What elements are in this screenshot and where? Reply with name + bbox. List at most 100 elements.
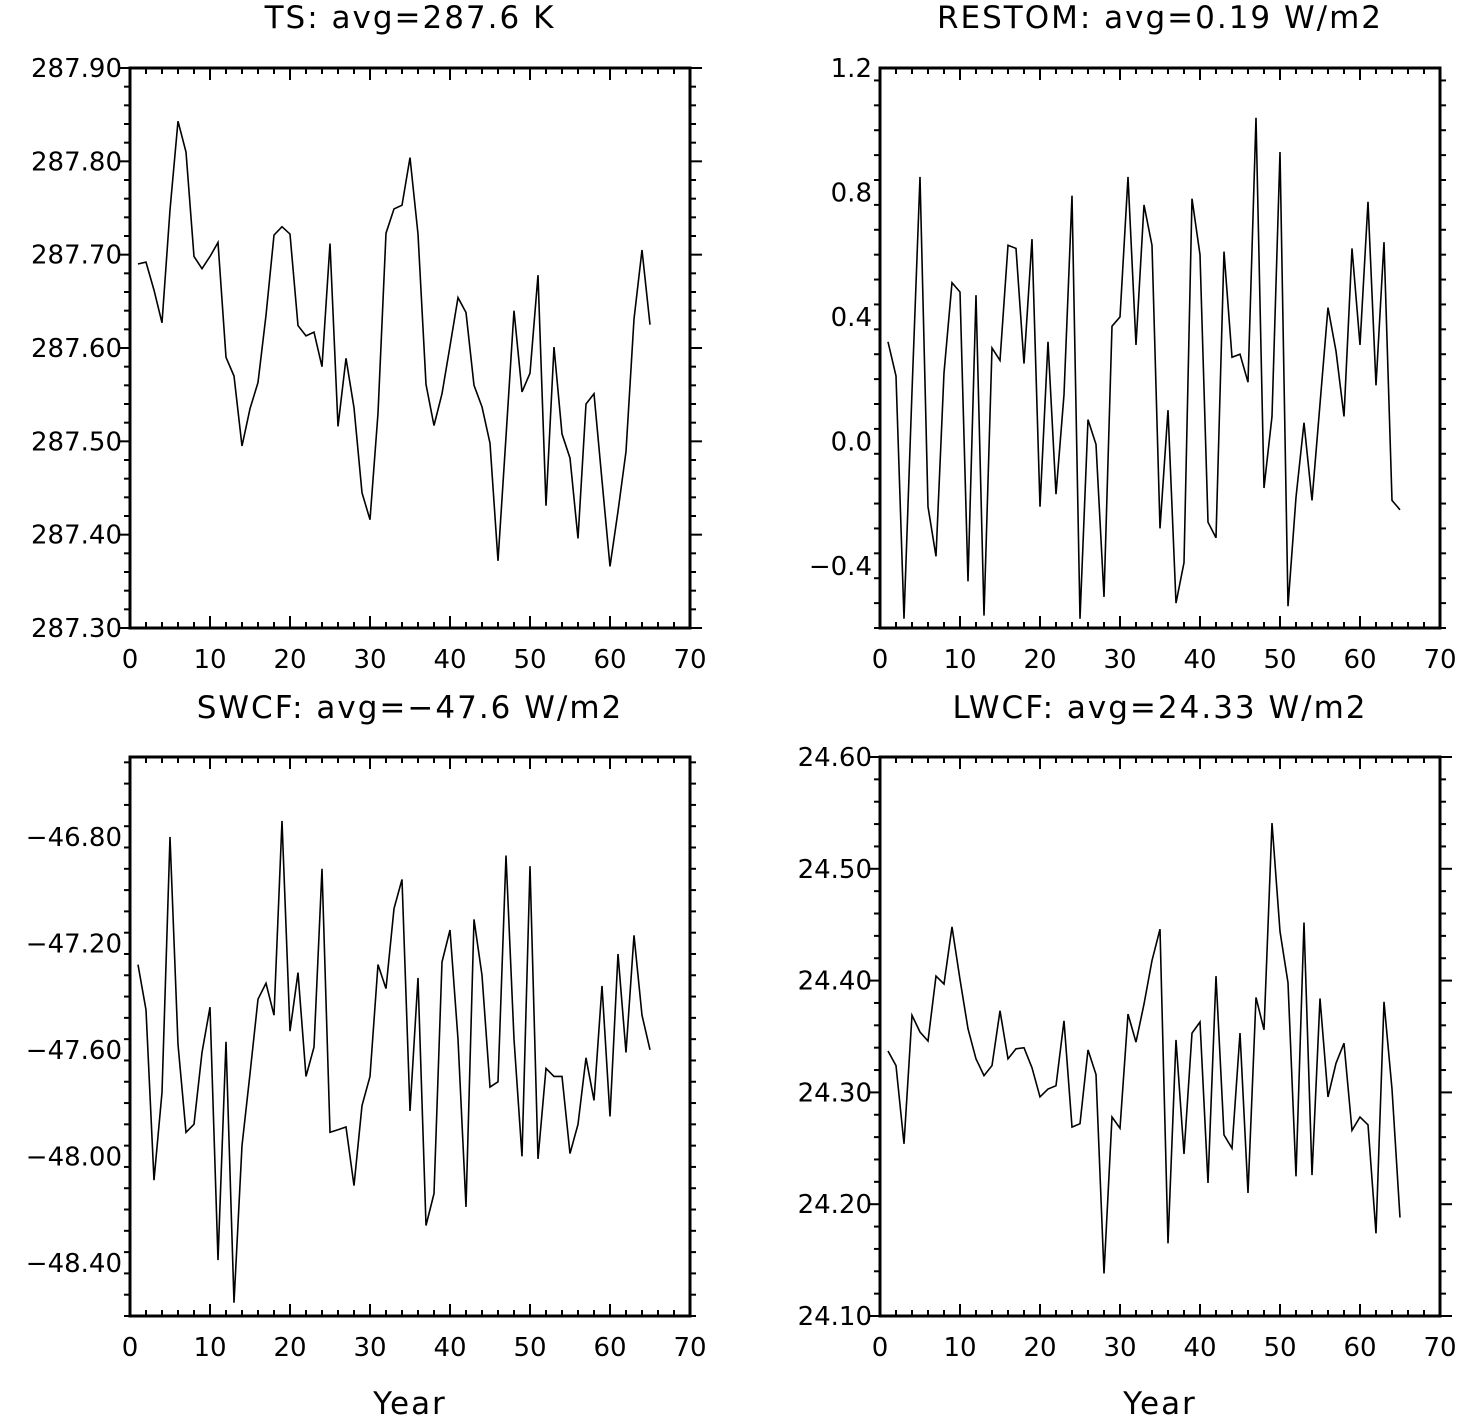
ts-data-point	[465, 311, 467, 313]
restom-ytick-label: 0.4	[831, 303, 872, 333]
ts-data-point	[193, 255, 195, 257]
restom-ytick-label: 0.0	[831, 427, 872, 457]
ts-data-point	[433, 424, 435, 426]
lwcf-xtick-label: 0	[872, 1333, 889, 1363]
ts-data-point	[265, 314, 267, 316]
restom-data-point	[991, 347, 993, 349]
lwcf-data-point	[975, 1058, 977, 1060]
ts-xtick-label: 70	[673, 645, 706, 675]
ts-data-point	[369, 519, 371, 521]
lwcf-data-point	[1199, 1021, 1201, 1023]
swcf-data-point	[449, 929, 451, 931]
restom-data-point	[1263, 487, 1265, 489]
lwcf-data-point	[1103, 1272, 1105, 1274]
ts-data-point	[553, 346, 555, 348]
swcf-data-point	[577, 1123, 579, 1125]
lwcf-data-point	[1303, 921, 1305, 923]
ts-plot-frame	[128, 66, 692, 630]
lwcf-data-point	[1015, 1048, 1017, 1050]
lwcf-data-point	[1335, 1062, 1337, 1064]
restom-data-point	[1287, 605, 1289, 607]
lwcf-data-point	[903, 1143, 905, 1145]
swcf-ytick-label: −48.00	[26, 1142, 122, 1172]
lwcf-data-point	[1023, 1046, 1025, 1048]
restom-data-point	[1087, 418, 1089, 420]
lwcf-data-point	[1127, 1013, 1129, 1015]
ts-xtick-label: 60	[593, 645, 626, 675]
swcf-data-point	[289, 1030, 291, 1032]
lwcf-data-point	[1247, 1192, 1249, 1194]
ts-ytick-label: 287.90	[31, 54, 122, 84]
restom-data-point	[1031, 238, 1033, 240]
swcf-ytick-label: −47.20	[26, 929, 122, 959]
lwcf-plot-frame	[878, 755, 1442, 1318]
lwcf-data-point	[887, 1050, 889, 1052]
lwcf-xtick-label: 50	[1263, 1333, 1296, 1363]
restom-xtick-label: 70	[1423, 645, 1456, 675]
ts-data-point	[313, 331, 315, 333]
lwcf-data-point	[1071, 1126, 1073, 1128]
lwcf-data-point	[1231, 1147, 1233, 1149]
ts-data-point	[209, 255, 211, 257]
lwcf-data-point	[1327, 1096, 1329, 1098]
swcf-data-point	[433, 1192, 435, 1194]
restom-data-point	[1079, 617, 1081, 619]
swcf-xtick-label: 20	[273, 1333, 306, 1363]
swcf-data-point	[625, 1051, 627, 1053]
lwcf-data-point	[1311, 1174, 1313, 1176]
restom-data-point	[1303, 421, 1305, 423]
swcf-data-point	[521, 1155, 523, 1157]
swcf-data-point	[345, 1126, 347, 1128]
ts-series-line	[137, 120, 651, 567]
lwcf-xtick-label: 20	[1023, 1333, 1056, 1363]
swcf-data-point	[377, 963, 379, 965]
restom-data-point	[1007, 244, 1009, 246]
swcf-data-point	[281, 820, 283, 822]
swcf-series-line	[137, 820, 651, 1303]
ts-data-point	[489, 442, 491, 444]
lwcf-data-point	[1279, 930, 1281, 932]
swcf-data-point	[401, 878, 403, 880]
restom-data-point	[1183, 561, 1185, 563]
restom-data-point	[1095, 443, 1097, 445]
lwcf-data-point	[1119, 1127, 1121, 1129]
restom-data-point	[959, 291, 961, 293]
swcf-xtick-label: 50	[513, 1333, 546, 1363]
restom-data-point	[1159, 527, 1161, 529]
swcf-data-point	[217, 1259, 219, 1261]
swcf-data-point	[649, 1049, 651, 1051]
ts-xtick-label: 40	[433, 645, 466, 675]
swcf-data-point	[225, 1041, 227, 1043]
ts-data-point	[529, 372, 531, 374]
ts-data-point	[505, 435, 507, 437]
swcf-data-point	[537, 1158, 539, 1160]
restom-data-point	[1215, 537, 1217, 539]
ts-data-point	[537, 274, 539, 276]
lwcf-data-point	[1263, 1029, 1265, 1031]
swcf-data-point	[569, 1152, 571, 1154]
swcf-data-point	[241, 1144, 243, 1146]
swcf-data-point	[505, 854, 507, 856]
swcf-data-point	[305, 1075, 307, 1077]
ts-data-point	[185, 151, 187, 153]
swcf-data-point	[417, 977, 419, 979]
lwcf-data-point	[1055, 1084, 1057, 1086]
ts-ytick-label: 287.40	[31, 521, 122, 551]
ts-data-point	[337, 425, 339, 427]
ts-data-point	[561, 433, 563, 435]
lwcf-data-point	[1271, 822, 1273, 824]
swcf-data-point	[353, 1184, 355, 1186]
swcf-data-point	[409, 1110, 411, 1112]
ts-data-point	[457, 296, 459, 298]
ts-data-point	[425, 383, 427, 385]
swcf-data-point	[553, 1075, 555, 1077]
ts-data-point	[345, 357, 347, 359]
ts-title: TS: avg=287.6 K	[264, 0, 556, 36]
swcf-data-point	[249, 1073, 251, 1075]
swcf-xtick-label: 40	[433, 1333, 466, 1363]
restom-panel: RESTOM: avg=0.19 W/m2 0 10 20 30 40 50 60 70 −0.4…	[809, 0, 1457, 675]
restom-data-point	[1351, 247, 1353, 249]
restom-data-point	[1127, 176, 1129, 178]
swcf-data-point	[265, 982, 267, 984]
